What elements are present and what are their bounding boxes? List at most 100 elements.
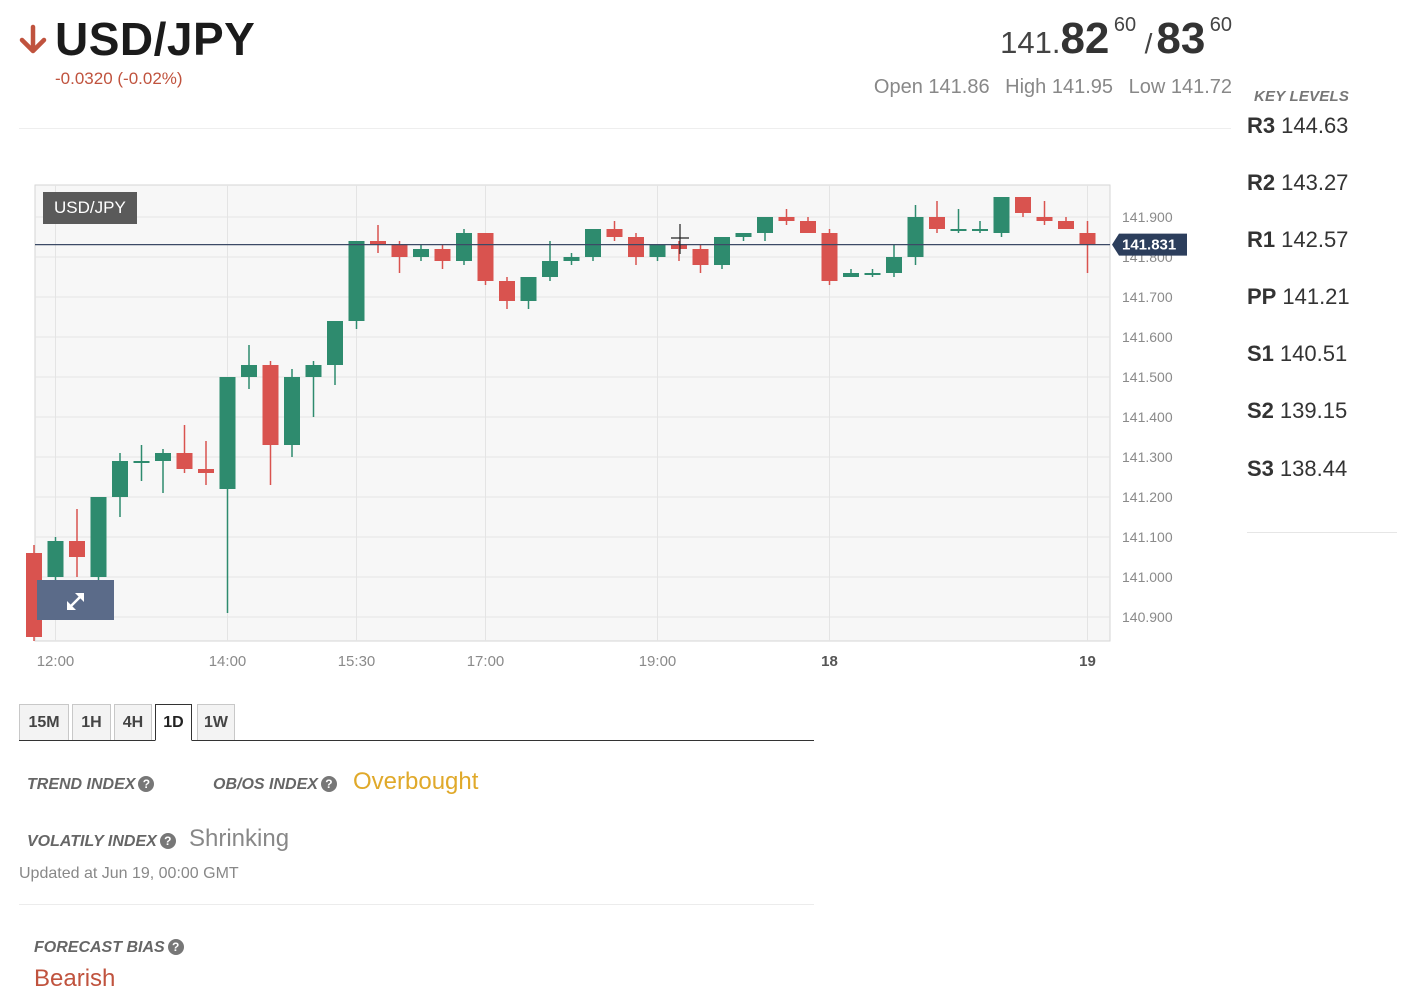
- open-high-low: Open 141.86 High 141.95 Low 141.72: [864, 76, 1232, 99]
- bid-sup: 60: [1113, 14, 1137, 36]
- x-tick-label: 12:00: [37, 653, 75, 670]
- candle-body: [821, 233, 838, 281]
- candle-body: [477, 233, 494, 281]
- candle-body: [993, 197, 1010, 233]
- volatility-index-text: VOLATILY INDEX: [27, 833, 157, 850]
- key-level-value: 141.21: [1282, 284, 1350, 309]
- x-tick-label: 19: [1079, 653, 1096, 670]
- ask-sup: 60: [1209, 14, 1232, 36]
- candle-body: [950, 229, 967, 231]
- tab-4h[interactable]: 4H: [114, 704, 152, 740]
- key-level-value: 144.63: [1281, 113, 1349, 138]
- x-tick-label: 18: [821, 653, 838, 670]
- candle-body: [327, 321, 343, 365]
- candle-body: [155, 453, 171, 461]
- y-tick-label: 141.100: [1122, 529, 1173, 545]
- chart-symbol-badge: USD/JPY: [43, 192, 137, 224]
- tab-1w[interactable]: 1W: [197, 704, 235, 740]
- section-divider: [19, 904, 814, 905]
- candle-body: [757, 217, 773, 233]
- x-tick-label: 17:00: [467, 653, 505, 670]
- key-level-value: 143.27: [1281, 170, 1349, 195]
- obos-index-value: Overbought: [353, 768, 479, 795]
- help-icon[interactable]: ?: [320, 776, 337, 792]
- y-tick-label: 141.000: [1122, 569, 1173, 585]
- expand-chart-button[interactable]: [37, 580, 114, 620]
- candle-body: [90, 497, 107, 577]
- bid-big: 82: [1060, 14, 1110, 63]
- y-tick-label: 141.600: [1122, 329, 1173, 345]
- candle-body: [714, 237, 730, 265]
- ask-big: 83: [1156, 14, 1206, 63]
- chart-plot-area: [34, 184, 1111, 642]
- candle-body: [843, 273, 859, 277]
- y-tick-label: 141.400: [1122, 409, 1173, 425]
- candle-body: [305, 365, 322, 377]
- candle-body: [542, 261, 558, 277]
- candle-body: [649, 245, 666, 257]
- timeframe-tabs: 15M 1H 4H 1D 1W: [19, 704, 814, 741]
- key-level-name: R2: [1247, 170, 1276, 195]
- candle-body: [800, 221, 816, 233]
- help-icon[interactable]: ?: [138, 776, 155, 792]
- key-level-name: PP: [1247, 284, 1277, 309]
- price-chart[interactable]: 141.900141.800141.700141.600141.500141.4…: [0, 170, 1240, 680]
- updated-timestamp: Updated at Jun 19, 00:00 GMT: [19, 865, 239, 882]
- trend-index-label: TREND INDEX?: [27, 776, 155, 794]
- candle-body: [262, 365, 279, 445]
- key-level-s3: S3 138.44: [1247, 456, 1347, 482]
- tab-1d[interactable]: 1D: [155, 704, 192, 741]
- x-tick-label: 15:30: [338, 653, 376, 670]
- y-tick-label: 141.700: [1122, 289, 1173, 305]
- help-icon[interactable]: ?: [167, 939, 184, 955]
- open-value: Open 141.86: [873, 76, 990, 98]
- bid-prefix: 141.: [1000, 25, 1061, 60]
- arrow-down-icon: [19, 24, 47, 54]
- candle-body: [778, 217, 795, 221]
- tab-1h[interactable]: 1H: [72, 704, 111, 740]
- key-levels-divider: [1247, 532, 1397, 533]
- expand-icon: [67, 593, 84, 610]
- candle-body: [370, 241, 386, 245]
- key-level-name: R1: [1247, 227, 1276, 252]
- key-level-r2: R2 143.27: [1247, 170, 1348, 196]
- key-level-name: S2: [1247, 398, 1274, 423]
- help-icon[interactable]: ?: [159, 833, 176, 849]
- candle-body: [47, 541, 64, 577]
- candle-body: [972, 229, 988, 231]
- key-level-pp: PP 141.21: [1247, 284, 1350, 310]
- candle-body: [1058, 221, 1074, 229]
- key-level-name: R3: [1247, 113, 1276, 138]
- candle-body: [606, 229, 623, 237]
- header-divider: [19, 128, 1231, 129]
- candle-body: [112, 461, 128, 497]
- candle-body: [434, 249, 451, 261]
- volatility-index-label: VOLATILY INDEX?: [27, 833, 176, 851]
- y-tick-label: 141.200: [1122, 489, 1173, 505]
- obos-index-text: OB/OS INDEX: [213, 776, 318, 793]
- key-level-value: 142.57: [1281, 227, 1349, 252]
- candle-body: [391, 245, 408, 257]
- candle-body: [692, 249, 709, 265]
- trend-index-text: TREND INDEX: [27, 776, 136, 793]
- candle-body: [348, 241, 365, 321]
- candle-body: [198, 469, 214, 473]
- key-levels-title: KEY LEVELS: [1254, 88, 1350, 105]
- candle-body: [413, 249, 429, 257]
- key-level-value: 139.15: [1279, 398, 1348, 423]
- x-tick-label: 14:00: [209, 653, 247, 670]
- candle-body: [886, 257, 902, 273]
- key-level-r1: R1 142.57: [1247, 227, 1348, 253]
- candle-body: [907, 217, 924, 257]
- candle-body: [499, 281, 515, 301]
- candle-body: [864, 273, 881, 275]
- key-level-s1: S1 140.51: [1247, 341, 1347, 367]
- tab-15m[interactable]: 15M: [19, 704, 69, 740]
- key-level-name: S3: [1247, 456, 1274, 481]
- candle-body: [585, 229, 601, 257]
- candle-body: [1079, 233, 1096, 245]
- key-level-name: S1: [1247, 341, 1274, 366]
- forecast-bias-label: FORECAST BIAS?: [34, 939, 184, 957]
- volatility-index-value: Shrinking: [189, 825, 290, 852]
- low-value: Low 141.72: [1128, 76, 1232, 98]
